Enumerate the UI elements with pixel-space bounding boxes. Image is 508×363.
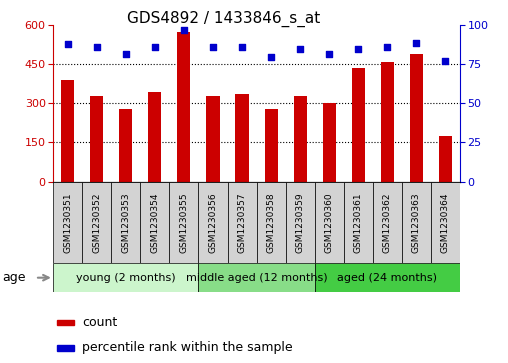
Text: count: count xyxy=(82,316,117,329)
Bar xyxy=(409,54,423,182)
Bar xyxy=(61,80,74,182)
Text: GSM1230360: GSM1230360 xyxy=(325,192,334,253)
Text: GSM1230353: GSM1230353 xyxy=(121,192,131,253)
Point xyxy=(354,46,362,52)
Text: GDS4892 / 1433846_s_at: GDS4892 / 1433846_s_at xyxy=(127,11,320,27)
Text: GSM1230361: GSM1230361 xyxy=(354,192,363,253)
Text: age: age xyxy=(3,271,26,284)
Bar xyxy=(111,182,140,263)
Point xyxy=(267,54,275,60)
Text: GSM1230363: GSM1230363 xyxy=(411,192,421,253)
Bar xyxy=(285,182,314,263)
Point xyxy=(238,44,246,50)
Text: middle aged (12 months): middle aged (12 months) xyxy=(186,273,327,283)
Point xyxy=(180,27,188,33)
Point xyxy=(441,58,449,64)
Point xyxy=(383,44,391,50)
Text: GSM1230357: GSM1230357 xyxy=(238,192,246,253)
Bar xyxy=(140,182,170,263)
Bar xyxy=(177,32,190,182)
Text: GSM1230355: GSM1230355 xyxy=(179,192,188,253)
Bar xyxy=(53,263,199,292)
Point xyxy=(93,44,101,50)
Text: aged (24 months): aged (24 months) xyxy=(337,273,437,283)
Text: GSM1230358: GSM1230358 xyxy=(267,192,275,253)
Bar xyxy=(82,182,111,263)
Point xyxy=(122,50,130,56)
Text: GSM1230352: GSM1230352 xyxy=(92,192,102,253)
Text: percentile rank within the sample: percentile rank within the sample xyxy=(82,341,293,354)
Bar xyxy=(314,263,460,292)
Point xyxy=(64,41,72,47)
Bar xyxy=(380,62,394,182)
Text: GSM1230364: GSM1230364 xyxy=(441,192,450,253)
Bar xyxy=(90,96,104,182)
Bar xyxy=(170,182,199,263)
Bar xyxy=(199,182,228,263)
Text: GSM1230359: GSM1230359 xyxy=(296,192,305,253)
Bar xyxy=(402,182,431,263)
Bar xyxy=(57,320,74,325)
Text: young (2 months): young (2 months) xyxy=(76,273,176,283)
Bar xyxy=(314,182,343,263)
Bar xyxy=(352,68,365,182)
Bar xyxy=(373,182,402,263)
Bar xyxy=(439,136,452,182)
Point xyxy=(209,44,217,50)
Bar xyxy=(236,94,248,182)
Bar xyxy=(343,182,373,263)
Point xyxy=(412,40,420,45)
Point xyxy=(151,44,159,50)
Bar xyxy=(228,182,257,263)
Text: GSM1230351: GSM1230351 xyxy=(64,192,72,253)
Bar xyxy=(257,182,285,263)
Text: GSM1230354: GSM1230354 xyxy=(150,192,160,253)
Bar xyxy=(431,182,460,263)
Bar xyxy=(57,346,74,351)
Bar xyxy=(53,182,82,263)
Bar xyxy=(323,103,336,182)
Text: GSM1230362: GSM1230362 xyxy=(383,192,392,253)
Bar xyxy=(294,96,307,182)
Bar xyxy=(148,92,162,182)
Bar xyxy=(206,96,219,182)
Point xyxy=(325,50,333,56)
Point xyxy=(296,46,304,52)
Text: GSM1230356: GSM1230356 xyxy=(208,192,217,253)
Bar xyxy=(199,263,314,292)
Bar xyxy=(119,109,133,182)
Bar xyxy=(265,109,277,182)
